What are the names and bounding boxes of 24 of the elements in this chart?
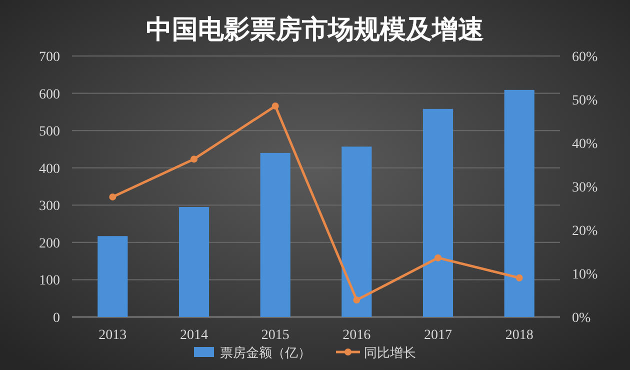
y2-tick-label: 50% xyxy=(572,94,598,108)
y-tick-label: 700 xyxy=(39,50,60,65)
y-tick-label: 0 xyxy=(53,311,60,326)
y-tick-label: 400 xyxy=(39,162,60,177)
x-tick-label: 2017 xyxy=(424,328,452,343)
chart-title: 中国电影票房市场规模及增速 xyxy=(146,14,484,44)
x-tick-label: 2015 xyxy=(261,328,290,343)
y2-tick-label: 60% xyxy=(572,50,598,65)
x-tick-label: 2013 xyxy=(98,328,127,343)
y2-tick-label: 10% xyxy=(572,268,598,282)
y-tick-label: 200 xyxy=(39,236,60,252)
y2-tick-label: 30% xyxy=(572,180,598,196)
y-tick-label: 600 xyxy=(39,87,60,102)
x-tick-label: 2014 xyxy=(180,328,208,343)
y-tick-label: 500 xyxy=(39,124,60,140)
y2-tick-label: 20% xyxy=(572,224,598,239)
legend-label: 票房金额（亿） xyxy=(220,345,311,360)
legend-label: 同比增长 xyxy=(364,345,416,360)
x-tick-label: 2018 xyxy=(505,328,534,343)
y2-tick-label: 0% xyxy=(572,311,591,326)
y2-tick-label: 40% xyxy=(572,137,598,152)
y-tick-label: 100 xyxy=(39,274,60,289)
x-tick-label: 2016 xyxy=(342,328,371,343)
y-tick-label: 300 xyxy=(39,199,60,214)
